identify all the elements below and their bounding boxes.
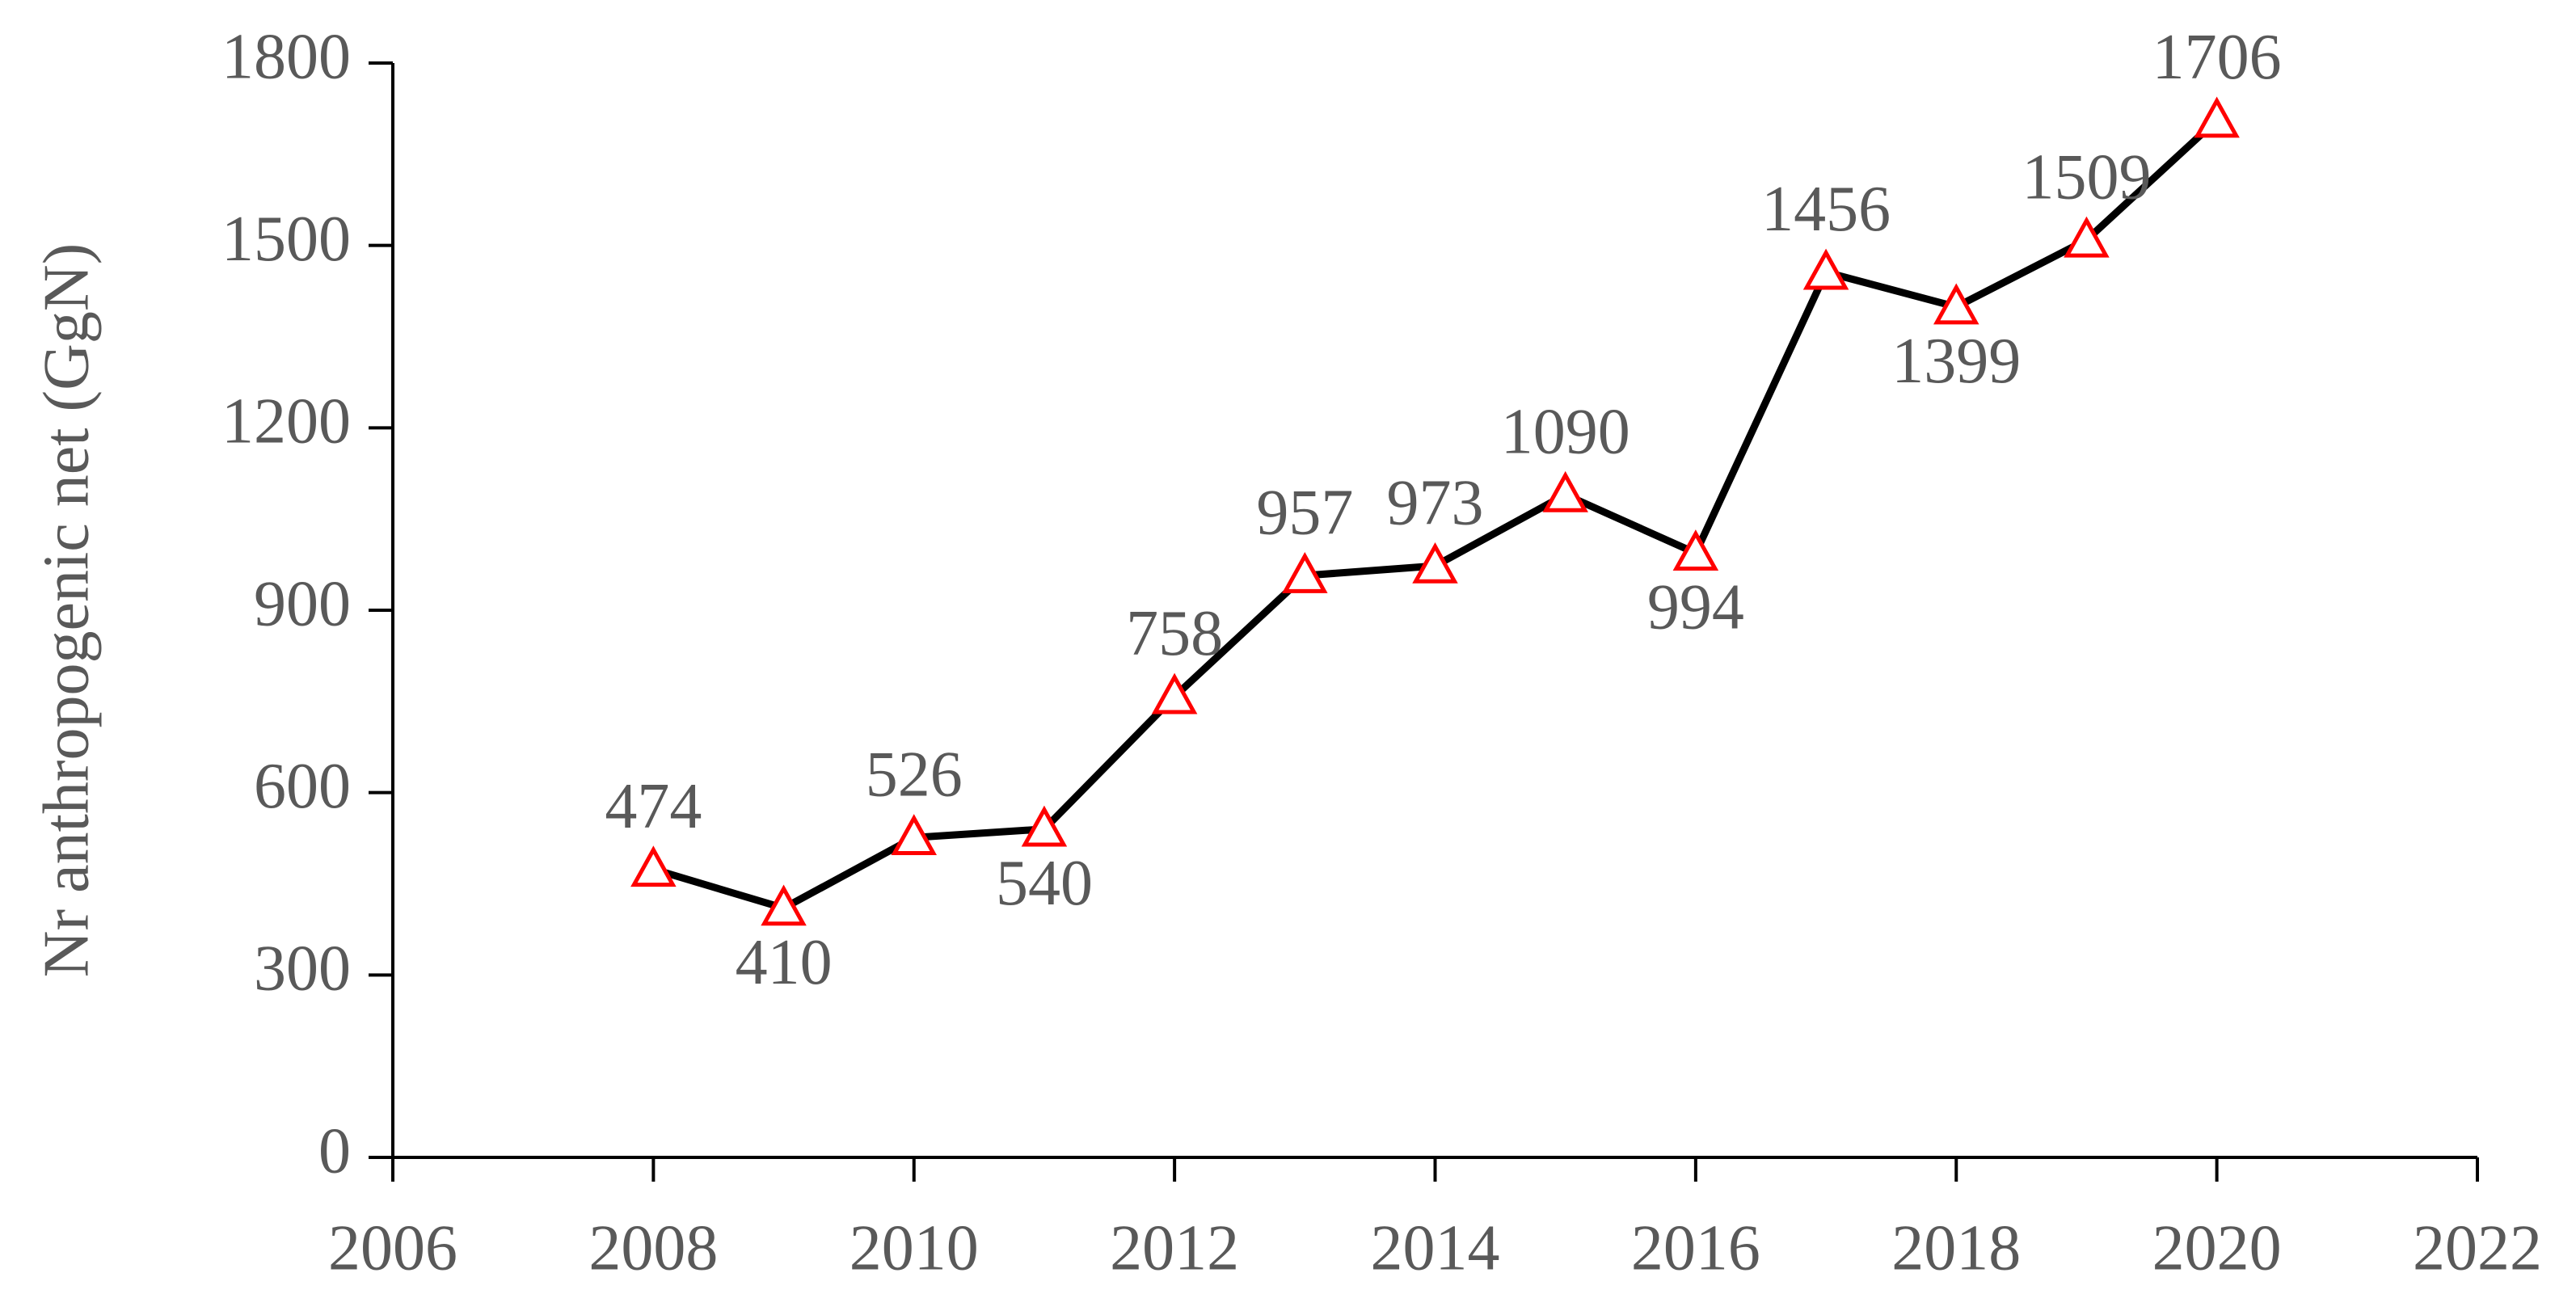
marker <box>630 845 677 887</box>
data-label: 410 <box>736 927 833 998</box>
marker <box>1802 248 1849 290</box>
data-label: 1706 <box>2152 22 2282 93</box>
data-label: 973 <box>1387 467 1484 538</box>
y-tick-label: 1800 <box>221 21 351 92</box>
x-tick-label: 2008 <box>588 1212 718 1283</box>
marker <box>1151 672 1198 714</box>
marker <box>1282 551 1328 593</box>
data-label: 1090 <box>1501 396 1630 467</box>
x-tick-label: 2012 <box>1110 1212 1239 1283</box>
x-tick-label: 2014 <box>1371 1212 1500 1283</box>
y-tick-label: 300 <box>254 934 351 1005</box>
marker <box>1672 529 1719 571</box>
marker <box>761 884 807 926</box>
marker <box>891 814 937 856</box>
y-tick-label: 1200 <box>221 386 351 457</box>
y-tick-label: 0 <box>318 1115 351 1186</box>
data-label: 526 <box>866 740 963 811</box>
data-label: 1399 <box>1891 326 2021 397</box>
data-label: 957 <box>1256 477 1353 548</box>
x-tick-label: 2022 <box>2413 1212 2542 1283</box>
marker <box>1933 283 1979 325</box>
marker <box>1412 542 1458 584</box>
data-label: 994 <box>1647 572 1744 643</box>
y-tick-label: 900 <box>254 568 351 639</box>
marker <box>1542 470 1588 512</box>
y-tick-label: 600 <box>254 751 351 822</box>
x-tick-label: 2010 <box>850 1212 979 1283</box>
marker <box>1021 805 1068 847</box>
data-label: 1509 <box>2022 141 2151 213</box>
x-tick-label: 2018 <box>1891 1212 2021 1283</box>
data-label: 1456 <box>1761 174 1891 245</box>
data-label: 758 <box>1126 598 1223 669</box>
x-tick-label: 2006 <box>328 1212 457 1283</box>
marker <box>2064 216 2110 258</box>
y-tick-label: 1500 <box>221 204 351 275</box>
x-tick-label: 2016 <box>1631 1212 1760 1283</box>
data-label: 540 <box>996 848 1093 919</box>
data-label: 474 <box>605 771 702 842</box>
x-tick-label: 2020 <box>2152 1212 2282 1283</box>
y-axis-label: Nr anthropogenic net (GgN) <box>31 243 102 978</box>
marker <box>2194 96 2240 138</box>
